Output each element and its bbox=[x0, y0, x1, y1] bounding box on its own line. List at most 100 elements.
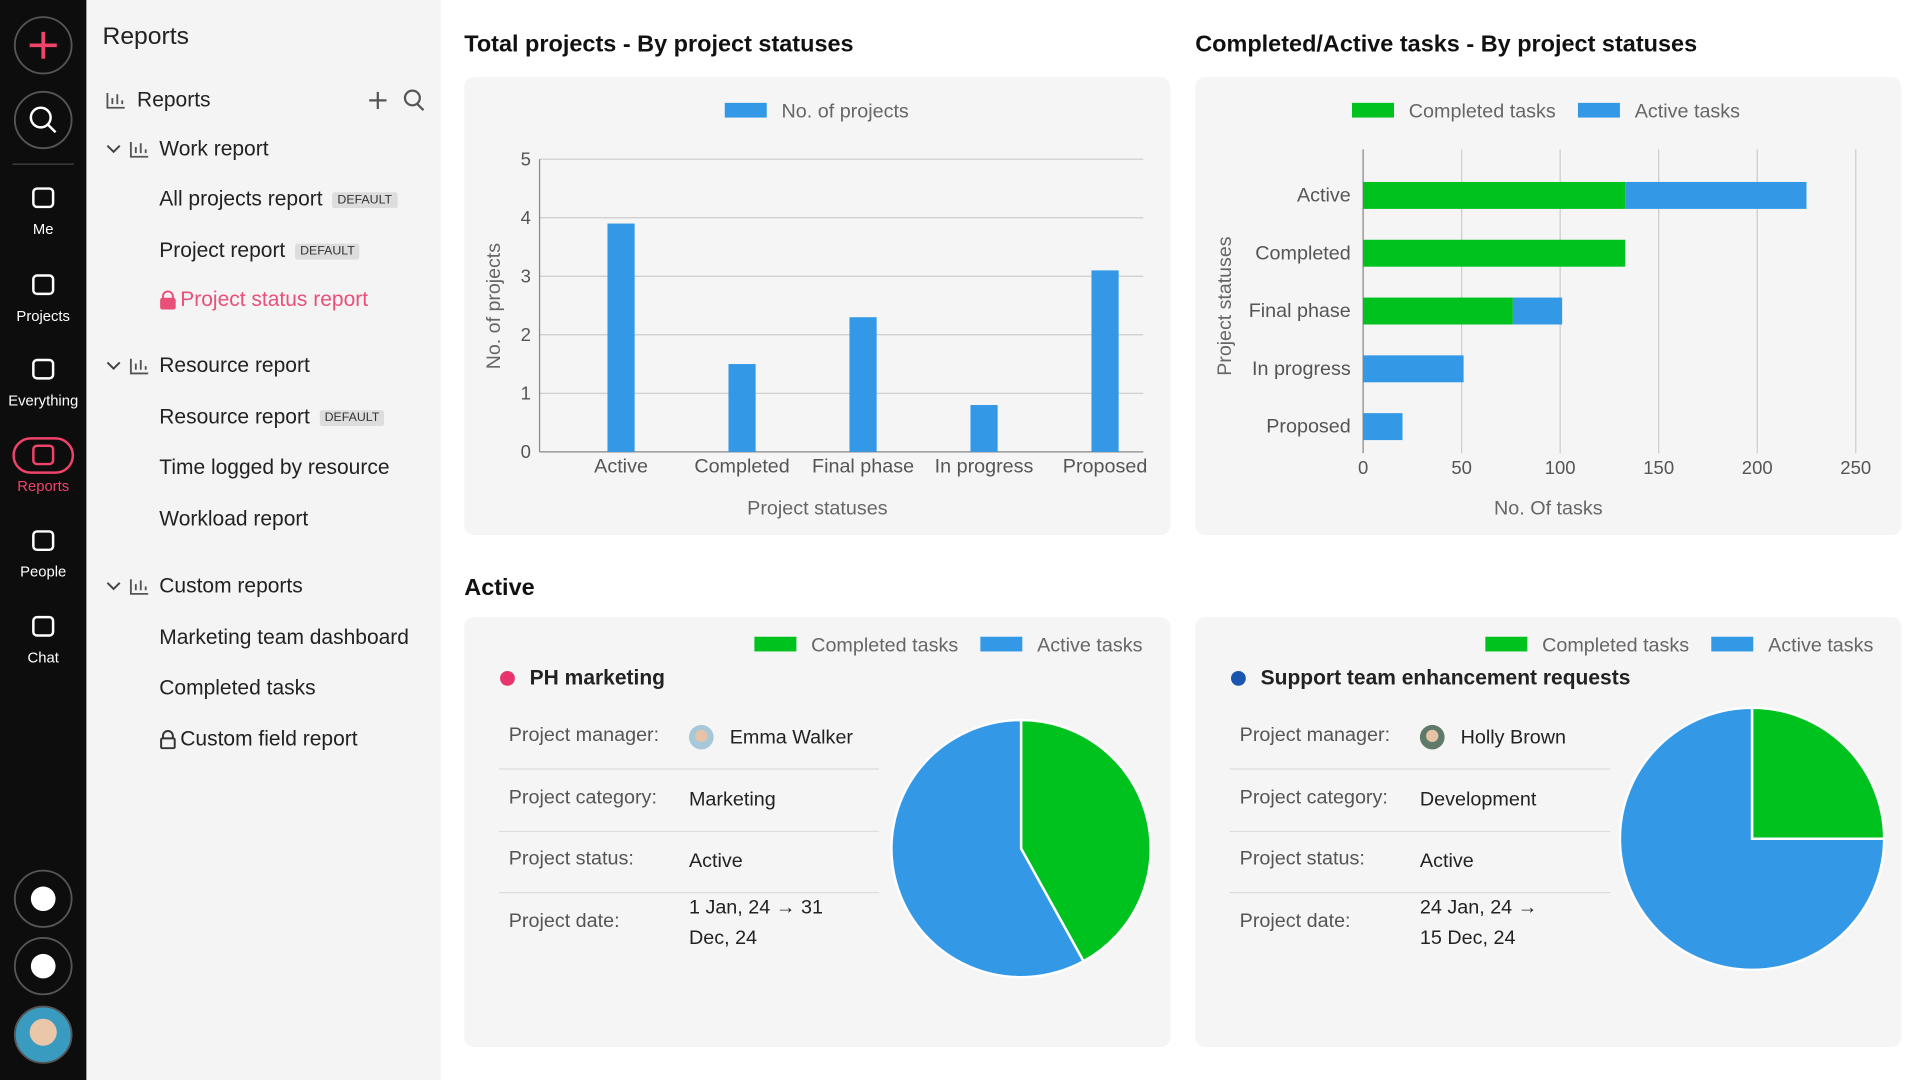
report-label: All projects report bbox=[159, 187, 323, 211]
add-button bbox=[13, 16, 73, 75]
add-icon bbox=[29, 31, 57, 59]
legend-swatch bbox=[1577, 102, 1620, 118]
chevron bbox=[106, 145, 121, 154]
group-header[interactable]: Resource report bbox=[159, 353, 310, 378]
chart-title: Total projects - By project statuses bbox=[464, 31, 854, 58]
report-label: Project report bbox=[159, 238, 286, 263]
lock-icon bbox=[160, 730, 176, 750]
nav-icon bbox=[32, 530, 55, 552]
project-name[interactable]: PH marketing bbox=[529, 666, 666, 690]
nav-item[interactable]: Reports bbox=[17, 477, 70, 495]
bar bbox=[728, 364, 756, 452]
report-item[interactable]: Time logged by resource bbox=[159, 456, 389, 480]
report-label: Project status report bbox=[180, 287, 369, 312]
lock-icon bbox=[160, 290, 176, 310]
legend-label: Active tasks bbox=[1037, 635, 1142, 657]
report-label: Workload report bbox=[159, 506, 309, 531]
project-name[interactable]: Support team enhancement requests bbox=[1260, 666, 1631, 690]
side-icons bbox=[106, 89, 425, 595]
manager-avatar-face bbox=[695, 729, 708, 743]
field-value: Active bbox=[688, 851, 743, 872]
nav-item[interactable]: Chat bbox=[27, 648, 59, 667]
status-dot bbox=[500, 671, 515, 686]
nav-icon bbox=[30, 953, 56, 979]
nav-button bbox=[13, 869, 73, 928]
report-item[interactable]: All projects report DEFAULT bbox=[159, 187, 398, 211]
group-header[interactable]: Custom reports bbox=[159, 574, 303, 598]
report-label: Resource report bbox=[159, 405, 310, 429]
report-item[interactable]: Marketing team dashboard bbox=[159, 626, 409, 650]
legend-swatch bbox=[1351, 102, 1394, 118]
field-label: Project category: bbox=[508, 787, 657, 809]
x-tick-label: 0 bbox=[1358, 457, 1368, 478]
bar bbox=[607, 223, 635, 452]
pie-slice bbox=[1618, 706, 1886, 971]
legend-label: No. of projects bbox=[782, 101, 909, 123]
x-tick-label: Active bbox=[594, 456, 648, 478]
chevron bbox=[106, 582, 121, 591]
bar-segment bbox=[1363, 355, 1464, 383]
x-axis-label: Project statuses bbox=[747, 497, 888, 519]
report-item[interactable]: Project status report bbox=[159, 288, 368, 312]
field-value: Holly Brown bbox=[1460, 727, 1567, 749]
report-item[interactable]: Completed tasks bbox=[159, 676, 315, 700]
field-label: Project status: bbox=[508, 848, 634, 870]
nav-icon bbox=[30, 886, 56, 912]
field-value: Marketing bbox=[688, 789, 776, 811]
y-tick-label: Final phase bbox=[1249, 300, 1351, 322]
bar-segment bbox=[1363, 239, 1626, 267]
x-tick-label: 150 bbox=[1643, 457, 1674, 478]
legend-swatch bbox=[754, 636, 797, 652]
group-header[interactable]: Work report bbox=[159, 137, 269, 161]
nav-item[interactable]: Me bbox=[32, 220, 54, 238]
y-tick-label: 0 bbox=[521, 441, 531, 462]
x-tick-label: Proposed bbox=[1063, 456, 1148, 478]
bar bbox=[849, 317, 877, 452]
field-value: 1 Jan, 24 → 31 Dec, 24 bbox=[688, 897, 823, 949]
section-header[interactable]: Reports bbox=[137, 88, 211, 112]
badge: DEFAULT bbox=[332, 191, 398, 208]
nav-icon bbox=[32, 444, 55, 466]
nav-item[interactable]: Everything bbox=[8, 391, 79, 409]
nav-icons bbox=[12, 16, 75, 1064]
field-value: Emma Walker bbox=[729, 727, 854, 749]
legend-swatch bbox=[724, 102, 767, 118]
nav-button bbox=[13, 937, 73, 996]
y-tick-label: Active bbox=[1297, 185, 1351, 207]
bar-segment bbox=[1363, 181, 1626, 209]
pie-slice bbox=[1750, 706, 1886, 841]
legend-label: Completed tasks bbox=[811, 635, 958, 657]
x-tick-label: Final phase bbox=[812, 456, 914, 478]
legend-label: Completed tasks bbox=[1542, 635, 1689, 657]
field-value: Development bbox=[1419, 789, 1537, 811]
nav-item[interactable]: Projects bbox=[16, 307, 70, 325]
report-item[interactable]: Custom field report bbox=[159, 727, 358, 751]
bar bbox=[1091, 270, 1119, 452]
chart-icon bbox=[129, 142, 149, 158]
y-tick-label: In progress bbox=[1252, 358, 1351, 380]
bar-segment bbox=[1512, 297, 1563, 325]
x-tick-label: 250 bbox=[1840, 457, 1871, 478]
y-tick-label: Completed bbox=[1255, 242, 1350, 264]
nav-item[interactable]: People bbox=[20, 563, 67, 581]
legend-label: Active tasks bbox=[1635, 101, 1740, 123]
x-axis-label: No. Of tasks bbox=[1494, 497, 1603, 519]
nav-icon bbox=[32, 615, 55, 637]
nav-icon bbox=[32, 274, 55, 296]
chart-icon bbox=[129, 358, 149, 375]
y-tick-label: 2 bbox=[521, 324, 531, 345]
report-item[interactable]: Resource report DEFAULT bbox=[159, 405, 385, 429]
chart-title: Completed/Active tasks - By project stat… bbox=[1195, 31, 1698, 58]
nav-bar: Me Projects Everything Reports People Chat bbox=[0, 0, 87, 1080]
field-label: Project manager: bbox=[1239, 724, 1391, 746]
report-item[interactable]: Project report DEFAULT bbox=[159, 238, 360, 263]
y-tick-label: 1 bbox=[521, 383, 531, 404]
field-value: Active bbox=[1419, 851, 1474, 872]
report-label: Marketing team dashboard bbox=[159, 625, 409, 649]
report-label: Custom field report bbox=[180, 727, 358, 751]
report-item[interactable]: Workload report bbox=[159, 507, 308, 531]
field-label: Project manager: bbox=[508, 724, 660, 746]
report-label: Completed tasks bbox=[159, 675, 316, 700]
user-avatar-face bbox=[29, 1018, 57, 1046]
